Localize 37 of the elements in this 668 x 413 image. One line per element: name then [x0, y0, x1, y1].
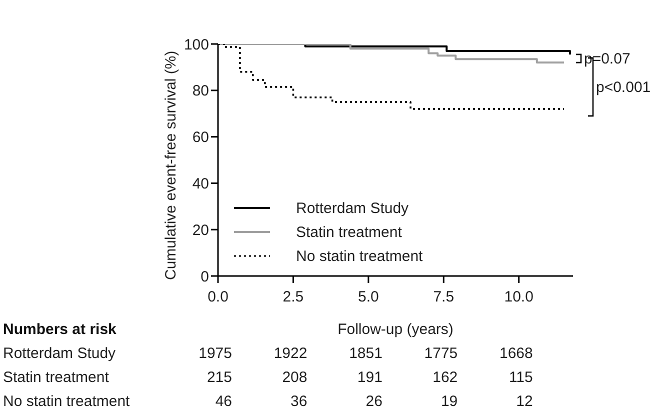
y-axis-title: Cumulative event-free survival (%)	[162, 50, 180, 280]
x-tick-label: 7.5	[433, 288, 454, 306]
y-tick-label: 40	[192, 176, 209, 193]
text: 46	[215, 393, 232, 410]
text: Rotterdam Study	[3, 345, 116, 362]
x-tick-label: 5.0	[358, 288, 379, 306]
y-tick-label: 0	[200, 268, 209, 286]
text: p=0.07	[584, 50, 630, 68]
y-tick-label: 60	[192, 129, 209, 146]
text: Statin treatment	[3, 369, 109, 386]
text: 215	[206, 369, 232, 386]
legend-label: Statin treatment	[296, 224, 402, 240]
text: p<0.001	[596, 78, 651, 96]
text: 1775	[424, 345, 458, 362]
text: 36	[290, 393, 308, 410]
text: 1851	[349, 345, 382, 362]
text: 1922	[274, 345, 308, 362]
legend-label: No statin treatment	[296, 248, 423, 264]
text: Numbers at risk	[3, 321, 116, 338]
x-tick-label: 2.5	[282, 288, 304, 306]
text: 12	[516, 393, 533, 410]
x-axis-title: Follow-up (years)	[338, 321, 454, 338]
text: 19	[440, 393, 458, 410]
y-tick-label: 100	[184, 36, 209, 54]
text: 115	[508, 369, 533, 386]
text: 162	[432, 369, 458, 386]
x-tick-label: 0.0	[208, 288, 228, 306]
text: No statin treatment	[3, 393, 130, 410]
y-tick-label: 20	[192, 222, 209, 239]
y-tick-label: 80	[192, 82, 209, 100]
legend-label: Rotterdam Study	[296, 200, 409, 216]
text: 208	[282, 369, 308, 386]
text: 191	[357, 369, 382, 386]
text: 26	[366, 393, 382, 410]
text: 1975	[198, 345, 232, 362]
text: 1668	[499, 345, 533, 362]
x-tick-label: 10.0	[504, 288, 534, 306]
